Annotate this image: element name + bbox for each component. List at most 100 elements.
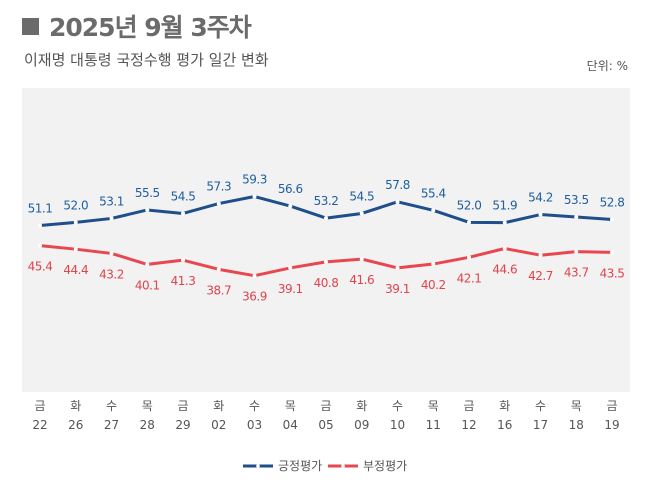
data-label: 57.8: [385, 178, 410, 192]
x-tick-day: 수: [392, 399, 403, 413]
data-point: [252, 273, 257, 278]
x-tick-label: 09: [354, 418, 369, 432]
data-label: 56.6: [278, 182, 303, 196]
data-point: [610, 217, 614, 222]
data-point: [109, 251, 114, 256]
data-label: 52.8: [600, 195, 625, 209]
x-tick-day: 수: [535, 399, 546, 413]
data-point: [145, 207, 150, 212]
x-tick-label: 03: [247, 418, 262, 432]
data-label: 52.0: [457, 198, 482, 212]
x-tick-label: 11: [426, 418, 441, 432]
x-tick-label: 04: [283, 418, 298, 432]
data-point: [145, 262, 150, 267]
data-point: [538, 253, 543, 258]
legend-label: 부정평가: [363, 459, 407, 473]
data-label: 55.4: [421, 186, 446, 200]
unit-label: 단위: %: [586, 59, 628, 73]
data-label: 55.5: [135, 186, 160, 200]
data-label: 54.5: [171, 189, 196, 203]
x-tick-day: 화: [213, 399, 224, 413]
data-point: [502, 246, 507, 251]
data-label: 40.2: [421, 278, 446, 292]
x-tick-day: 목: [285, 399, 296, 413]
data-label: 51.9: [492, 199, 517, 213]
data-label: 59.3: [242, 173, 267, 187]
data-label: 40.1: [135, 278, 160, 292]
data-label: 52.0: [63, 198, 88, 212]
data-point: [574, 215, 579, 220]
data-label: 53.5: [564, 193, 589, 207]
data-label: 41.3: [171, 274, 196, 288]
data-point: [38, 223, 42, 228]
plot-area: [22, 88, 630, 392]
data-point: [359, 257, 364, 262]
x-tick-day: 화: [499, 399, 510, 413]
legend-marker: [256, 464, 260, 468]
x-tick-label: 10: [390, 418, 405, 432]
data-point: [181, 211, 185, 216]
data-point: [216, 267, 221, 272]
chart-subtitle: 이재명 대통령 국정수행 평가 일간 변화: [24, 51, 269, 69]
x-tick-label: 18: [569, 418, 584, 432]
data-label: 43.7: [564, 266, 589, 280]
data-label: 54.2: [528, 191, 553, 205]
x-tick-label: 16: [497, 418, 512, 432]
data-label: 38.7: [206, 283, 231, 297]
data-point: [216, 201, 221, 206]
data-point: [324, 259, 328, 264]
x-tick-day: 목: [428, 399, 439, 413]
data-point: [73, 247, 78, 252]
data-label: 42.7: [528, 269, 553, 283]
x-tick-label: 29: [175, 418, 190, 432]
data-label: 44.4: [63, 263, 88, 277]
data-label: 39.1: [278, 282, 303, 296]
series-0: 51.1 52.0 53.1 55.5 54.5 57.3 59.3 56.6 53.2 54.5…: [28, 173, 625, 228]
data-point: [181, 258, 185, 263]
x-tick-day: 금: [606, 399, 617, 413]
data-point: [324, 216, 328, 221]
data-label: 53.2: [314, 194, 339, 208]
chart-title: 2025년 9월 3주차: [22, 8, 252, 44]
data-label: 44.6: [492, 262, 517, 276]
data-point: [538, 212, 543, 217]
data-point: [73, 220, 78, 225]
data-point: [252, 194, 257, 199]
data-label: 41.6: [349, 273, 374, 287]
x-tick-label: 27: [104, 418, 119, 432]
data-point: [359, 211, 364, 216]
data-label: 51.1: [28, 202, 53, 216]
legend-item-1: 부정평가: [328, 459, 407, 473]
x-tick-day: 금: [177, 399, 188, 413]
title-square-icon: [22, 17, 39, 35]
data-point: [431, 208, 436, 213]
series-1: 45.4 44.4 43.2 40.1 41.3 38.7 36.9 39.1 40.8 41.6…: [28, 243, 625, 304]
x-tick-label: 02: [211, 418, 226, 432]
data-point: [109, 216, 114, 221]
data-point: [395, 199, 400, 204]
x-tick-day: 목: [142, 399, 153, 413]
data-label: 42.1: [457, 271, 482, 285]
x-tick-day: 목: [571, 399, 582, 413]
data-label: 40.8: [314, 276, 339, 290]
x-tick-label: 05: [318, 418, 333, 432]
x-tick-day: 화: [356, 399, 367, 413]
x-tick-day: 금: [320, 399, 331, 413]
x-tick-label: 19: [604, 418, 619, 432]
legend-marker: [341, 464, 345, 468]
data-point: [38, 243, 42, 248]
x-tick-day: 화: [70, 399, 81, 413]
data-label: 45.4: [28, 260, 53, 274]
data-point: [288, 265, 293, 270]
x-tick-day: 수: [249, 399, 260, 413]
x-tick-day: 수: [106, 399, 117, 413]
x-tick-label: 12: [461, 418, 476, 432]
data-label: 53.1: [99, 194, 124, 208]
x-tick-label: 22: [32, 418, 47, 432]
x-tick-label: 17: [533, 418, 548, 432]
data-point: [467, 220, 471, 225]
data-label: 43.5: [600, 266, 625, 280]
x-tick-label: 28: [140, 418, 155, 432]
data-point: [467, 255, 471, 260]
